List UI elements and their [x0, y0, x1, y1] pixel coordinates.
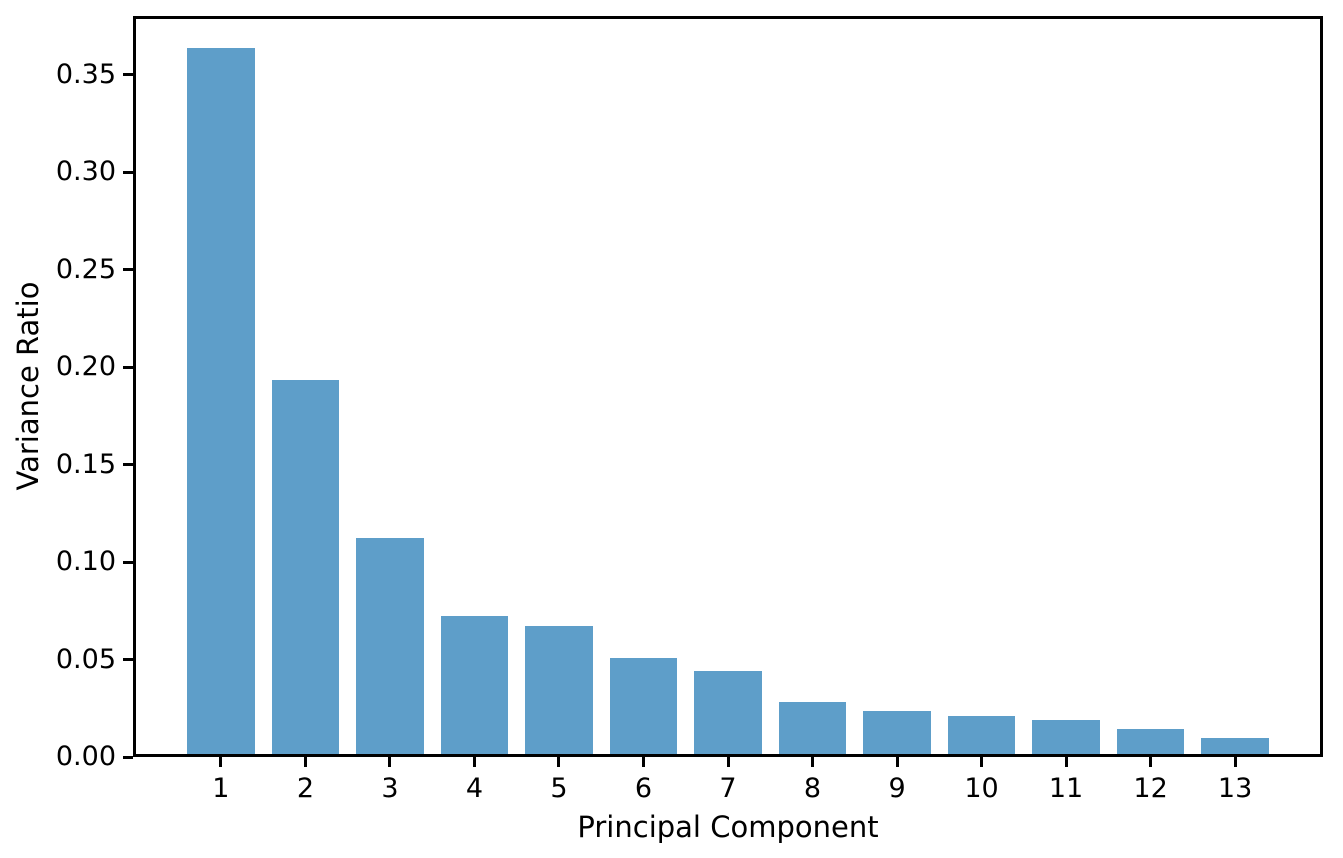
y-tick-label: 0.00 — [55, 741, 116, 772]
x-tick-label: 13 — [1217, 773, 1253, 804]
x-tick-label: 4 — [465, 773, 484, 804]
x-tick-label: 3 — [381, 773, 399, 804]
x-tick-mark — [388, 757, 392, 767]
x-tick-label: 6 — [634, 773, 653, 804]
x-tick-label: 12 — [1133, 773, 1168, 804]
x-tick-mark — [1149, 757, 1153, 767]
bar-pc-1 — [187, 48, 255, 754]
y-tick-mark — [123, 73, 133, 76]
bar-pc-8 — [778, 701, 847, 754]
bar-pc-7 — [694, 671, 762, 754]
y-tick-label: 0.30 — [55, 156, 116, 187]
x-tick-label: 9 — [888, 773, 906, 804]
x-tick-mark — [1233, 757, 1237, 767]
y-tick-label: 0.15 — [55, 448, 116, 480]
bar-pc-12 — [1116, 728, 1185, 754]
y-axis-label: Variance Ratio — [11, 281, 45, 491]
y-tick-label: 0.35 — [55, 58, 116, 90]
x-tick-label: 1 — [212, 773, 230, 804]
y-tick-label: 0.20 — [55, 351, 116, 382]
x-tick-mark — [641, 757, 645, 767]
x-axis-label: Principal Component — [577, 810, 879, 844]
x-tick-label: 5 — [550, 773, 568, 804]
x-tick-label: 2 — [296, 773, 314, 804]
x-tick-mark — [726, 757, 730, 767]
y-tick-mark — [123, 755, 133, 759]
bar-pc-9 — [863, 710, 931, 754]
x-tick-mark — [557, 757, 561, 767]
y-tick-mark — [123, 170, 133, 174]
bar-pc-2 — [271, 379, 340, 754]
x-tick-mark — [980, 757, 984, 767]
bar-pc-3 — [356, 537, 424, 754]
x-tick-mark — [303, 757, 307, 767]
x-tick-mark — [895, 757, 899, 767]
x-tick-label: 7 — [719, 773, 737, 804]
bar-pc-13 — [1201, 738, 1269, 754]
bar-pc-4 — [440, 616, 509, 754]
x-tick-label: 11 — [1048, 773, 1084, 804]
y-tick-label: 0.05 — [55, 643, 116, 675]
bar-pc-6 — [609, 657, 678, 754]
bar-pc-5 — [525, 626, 593, 754]
x-tick-label: 10 — [964, 773, 999, 804]
plot-area — [133, 16, 1323, 757]
y-tick-mark — [123, 365, 133, 369]
x-tick-mark — [811, 757, 815, 767]
y-tick-mark — [123, 268, 133, 271]
y-tick-label: 0.10 — [55, 546, 116, 577]
x-tick-mark — [1064, 757, 1068, 767]
y-tick-mark — [123, 463, 133, 466]
y-tick-label: 0.25 — [55, 253, 116, 285]
y-tick-mark — [123, 560, 133, 564]
bar-pc-10 — [947, 716, 1016, 754]
bar-pc-11 — [1032, 720, 1100, 754]
x-tick-mark — [472, 757, 476, 767]
x-tick-label: 8 — [803, 773, 822, 804]
x-tick-mark — [219, 757, 223, 767]
y-tick-mark — [123, 658, 133, 661]
